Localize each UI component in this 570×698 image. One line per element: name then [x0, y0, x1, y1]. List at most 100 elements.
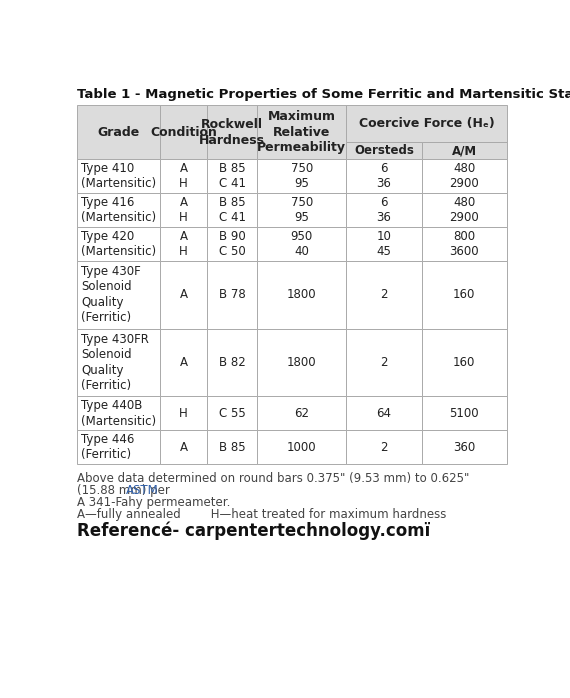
Bar [347, 105, 507, 142]
Text: Maximum
Relative
Permeability: Maximum Relative Permeability [257, 110, 347, 154]
Bar [257, 193, 347, 227]
Text: 750
95: 750 95 [291, 162, 313, 191]
Bar [160, 159, 207, 193]
Text: 2: 2 [380, 288, 388, 302]
Bar [257, 430, 347, 464]
Bar [347, 396, 422, 430]
Bar [257, 261, 347, 329]
Text: Type 420
(Martensitic): Type 420 (Martensitic) [82, 230, 156, 258]
Bar [77, 396, 160, 430]
Text: Type 430F
Solenoid
Quality
(Ferritic): Type 430F Solenoid Quality (Ferritic) [82, 265, 141, 325]
Bar [422, 142, 507, 159]
Bar [347, 227, 422, 261]
Text: A: A [180, 356, 188, 369]
Bar [257, 159, 347, 193]
Text: 5100: 5100 [449, 407, 479, 419]
Bar [347, 159, 422, 193]
Bar [422, 193, 507, 227]
Text: 480
2900: 480 2900 [449, 162, 479, 191]
Bar [207, 193, 257, 227]
Bar [77, 430, 160, 464]
Bar [77, 105, 160, 159]
Text: Type 410
(Martensitic): Type 410 (Martensitic) [82, 162, 156, 191]
Text: 160: 160 [453, 356, 475, 369]
Text: A/M: A/M [451, 144, 477, 157]
Text: B 90
C 50: B 90 C 50 [219, 230, 246, 258]
Text: Type 440B
(Martensitic): Type 440B (Martensitic) [82, 399, 156, 428]
Bar [257, 227, 347, 261]
Text: 6
36: 6 36 [377, 196, 392, 224]
Text: A
H: A H [179, 196, 188, 224]
Text: 950
40: 950 40 [291, 230, 313, 258]
Text: Referencé- carpentertechnology.comï: Referencé- carpentertechnology.comï [77, 522, 430, 540]
Bar [422, 329, 507, 396]
Text: A
H: A H [179, 162, 188, 191]
Bar [257, 396, 347, 430]
Text: Oersteds: Oersteds [354, 144, 414, 157]
Bar [77, 227, 160, 261]
Text: Rockwell
Hardness: Rockwell Hardness [199, 118, 265, 147]
Text: 1800: 1800 [287, 356, 316, 369]
Text: Above data determined on round bars 0.375" (9.53 mm) to 0.625": Above data determined on round bars 0.37… [77, 472, 469, 485]
Text: Type 446
(Ferritic): Type 446 (Ferritic) [82, 433, 135, 461]
Bar [207, 261, 257, 329]
Bar [422, 159, 507, 193]
Text: 62: 62 [294, 407, 310, 419]
Text: 480
2900: 480 2900 [449, 196, 479, 224]
Text: 750
95: 750 95 [291, 196, 313, 224]
Text: Condition: Condition [150, 126, 217, 139]
Text: 1000: 1000 [287, 440, 316, 454]
Bar [77, 261, 160, 329]
Bar [422, 430, 507, 464]
Text: Grade: Grade [97, 126, 140, 139]
Bar [207, 396, 257, 430]
Text: A: A [180, 288, 188, 302]
Text: H: H [179, 407, 188, 419]
Bar [347, 430, 422, 464]
Text: B 78: B 78 [219, 288, 246, 302]
Text: B 82: B 82 [219, 356, 246, 369]
Bar [422, 227, 507, 261]
Text: 6
36: 6 36 [377, 162, 392, 191]
Text: Table 1 - Magnetic Properties of Some Ferritic and Martensitic Stainless Steels: Table 1 - Magnetic Properties of Some Fe… [77, 89, 570, 101]
Text: 64: 64 [376, 407, 392, 419]
Text: B 85: B 85 [219, 440, 245, 454]
Bar [422, 261, 507, 329]
Text: ASTM: ASTM [125, 484, 158, 497]
Text: A—fully annealed        H—heat treated for maximum hardness: A—fully annealed H—heat treated for maxi… [77, 507, 446, 521]
Bar [207, 430, 257, 464]
Text: 10
45: 10 45 [377, 230, 392, 258]
Bar [347, 142, 422, 159]
Bar [207, 105, 257, 159]
Bar [160, 227, 207, 261]
Text: Coercive Force (Hₑ): Coercive Force (Hₑ) [359, 117, 494, 131]
Text: Type 416
(Martensitic): Type 416 (Martensitic) [82, 196, 156, 224]
Text: 2: 2 [380, 356, 388, 369]
Text: Type 430FR
Solenoid
Quality
(Ferritic): Type 430FR Solenoid Quality (Ferritic) [82, 333, 149, 392]
Text: C 55: C 55 [219, 407, 246, 419]
Bar [77, 329, 160, 396]
Bar [77, 193, 160, 227]
Text: 800
3600: 800 3600 [449, 230, 479, 258]
Text: B 85
C 41: B 85 C 41 [218, 162, 246, 191]
Bar [422, 396, 507, 430]
Text: 360: 360 [453, 440, 475, 454]
Bar [257, 105, 347, 159]
Text: (15.88 mm) per: (15.88 mm) per [77, 484, 173, 497]
Bar [160, 105, 207, 159]
Text: 1800: 1800 [287, 288, 316, 302]
Text: 160: 160 [453, 288, 475, 302]
Bar [207, 159, 257, 193]
Bar [160, 193, 207, 227]
Bar [347, 261, 422, 329]
Text: A 341-Fahy permeameter.: A 341-Fahy permeameter. [77, 496, 230, 509]
Bar [257, 329, 347, 396]
Text: A: A [180, 440, 188, 454]
Bar [160, 396, 207, 430]
Text: 2: 2 [380, 440, 388, 454]
Text: B 85
C 41: B 85 C 41 [218, 196, 246, 224]
Bar [160, 430, 207, 464]
Text: A
H: A H [179, 230, 188, 258]
Bar [347, 329, 422, 396]
Bar [77, 159, 160, 193]
